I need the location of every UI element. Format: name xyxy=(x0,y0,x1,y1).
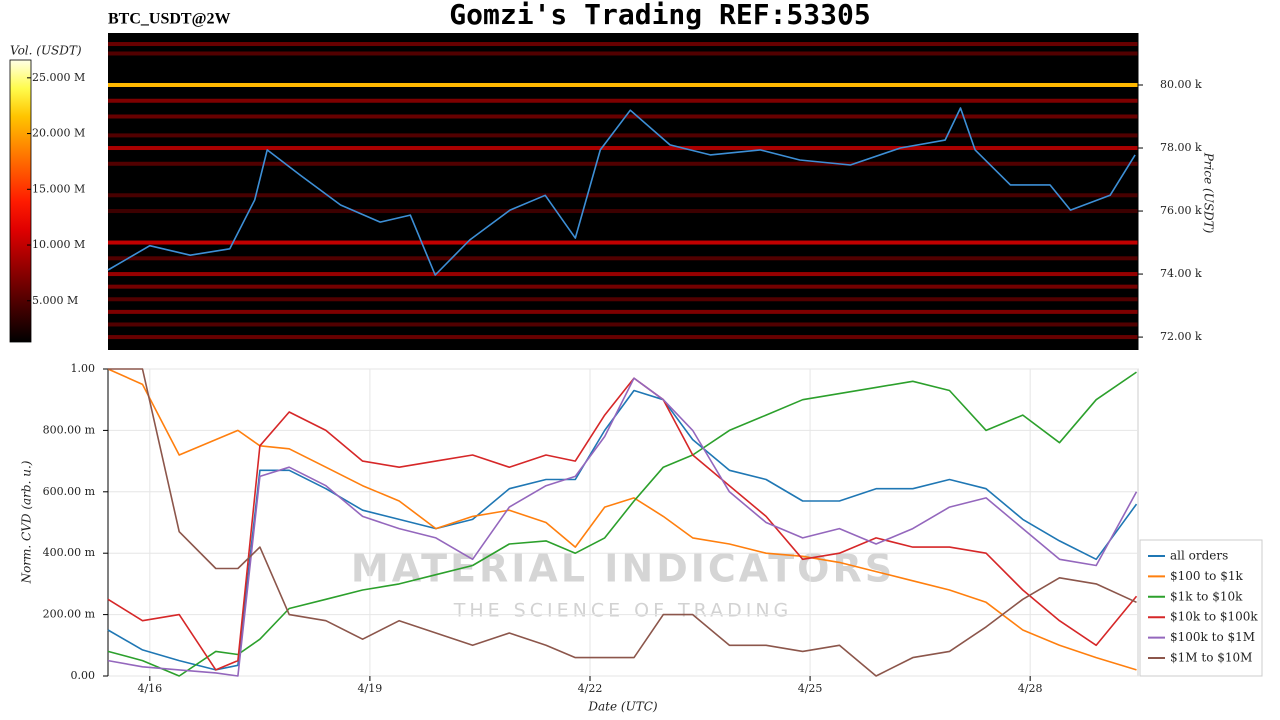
x-tick-label: 4/19 xyxy=(358,682,383,695)
legend-label: $10k to $100k xyxy=(1170,610,1258,624)
y-tick-label: 800.00 m xyxy=(43,423,96,436)
heat-band xyxy=(108,240,1138,245)
data-line xyxy=(107,377,1138,677)
data-line xyxy=(107,389,1138,671)
heat-band xyxy=(108,133,1138,138)
heat-band xyxy=(108,209,1138,214)
y-axis-label: Price (USDT) xyxy=(1202,152,1216,234)
plot-area xyxy=(107,368,1139,677)
heat-band xyxy=(108,284,1138,289)
heat-band xyxy=(108,335,1138,340)
heat-band xyxy=(108,146,1138,151)
y-tick-label: 1.00 xyxy=(71,362,96,375)
colorbar-tick-label: 15.000 M xyxy=(32,182,85,195)
y-tick-label: 600.00 m xyxy=(43,485,96,498)
heatmap-background xyxy=(108,33,1138,350)
y-tick-label: 74.00 k xyxy=(1160,267,1202,280)
chart-title: Gomzi's Trading REF:53305 xyxy=(449,0,870,31)
watermark: MATERIAL INDICATORS xyxy=(351,547,895,591)
y-tick-label: 0.00 xyxy=(71,669,96,682)
heat-band xyxy=(108,114,1138,119)
data-line xyxy=(107,377,1138,671)
legend-label: $100 to $1k xyxy=(1170,569,1243,583)
heat-band xyxy=(108,256,1138,261)
heat-band xyxy=(108,98,1138,103)
heat-band xyxy=(108,193,1138,198)
data-line xyxy=(107,107,1136,276)
x-tick-label: 4/28 xyxy=(1018,682,1043,695)
symbol-label: BTC_USDT@2W xyxy=(108,11,230,28)
y-tick-label: 72.00 k xyxy=(1160,330,1202,343)
legend-label: $1M to $10M xyxy=(1170,651,1252,665)
y-tick-label: 80.00 k xyxy=(1160,78,1202,91)
legend xyxy=(1139,539,1263,677)
heat-band xyxy=(108,82,1138,87)
heat-band xyxy=(108,161,1138,166)
legend-label: $1k to $10k xyxy=(1170,589,1243,603)
colorbar-tick-label: 25.000 M xyxy=(32,71,85,84)
legend-label: $100k to $1M xyxy=(1170,630,1255,644)
heat-band xyxy=(108,322,1138,327)
heat-band xyxy=(108,42,1138,47)
colorbar-label: Vol. (USDT) xyxy=(10,44,82,58)
heat-band xyxy=(108,297,1138,302)
x-tick-label: 4/22 xyxy=(578,682,603,695)
data-line xyxy=(107,371,1137,677)
heat-band xyxy=(108,51,1138,56)
y-tick-label: 200.00 m xyxy=(43,608,96,621)
y-axis-label: Norm. CVD (arb. u.) xyxy=(20,460,34,584)
heat-band xyxy=(108,272,1138,277)
colorbar xyxy=(9,59,32,343)
colorbar-tick-label: 20.000 M xyxy=(32,127,85,140)
y-tick-label: 76.00 k xyxy=(1160,204,1202,217)
heat-band xyxy=(108,309,1138,314)
watermark: THE SCIENCE OF TRADING xyxy=(453,600,793,622)
colorbar-tick-label: 10.000 M xyxy=(32,238,85,251)
x-tick-label: 4/25 xyxy=(798,682,823,695)
colorbar-tick-label: 5.000 M xyxy=(32,294,78,307)
y-tick-label: 78.00 k xyxy=(1160,141,1202,154)
data-line xyxy=(108,368,1137,677)
x-axis-label: Date (UTC) xyxy=(587,700,657,714)
y-tick-label: 400.00 m xyxy=(43,546,96,559)
legend-label: all orders xyxy=(1170,549,1228,563)
x-tick-label: 4/16 xyxy=(137,682,162,695)
